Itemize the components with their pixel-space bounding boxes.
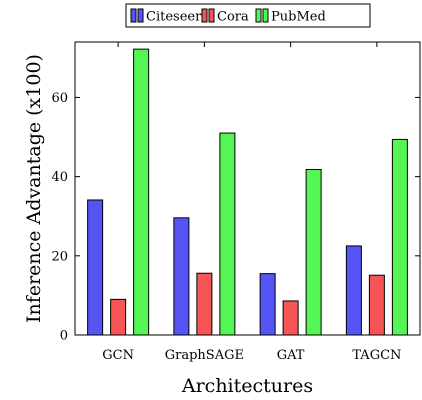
legend-swatch-citeseer <box>137 8 144 23</box>
x-axis-title: Architectures <box>181 375 313 397</box>
bar-cora-graphsage <box>196 272 213 336</box>
bar-cora-tagcn <box>368 274 385 336</box>
legend-box <box>125 3 371 28</box>
x-tick-label: GCN <box>102 348 134 363</box>
legend-swatch-pubmed <box>255 8 262 23</box>
y-tick-label: 60 <box>51 91 68 106</box>
bar-pubmed-gat <box>305 168 322 336</box>
plot-frame <box>74 41 421 336</box>
bar-cora-gat <box>282 300 299 336</box>
legend-label-pubmed: PubMed <box>271 10 326 25</box>
bar-pubmed-graphsage <box>219 132 236 336</box>
y-tick-label: 40 <box>51 170 68 185</box>
legend-label-cora: Cora <box>217 10 249 25</box>
bar-citeseer-gat <box>259 273 276 336</box>
y-axis-title: Inference Advantage (x100) <box>23 54 45 323</box>
legend-swatch-pubmed <box>262 8 269 23</box>
bar-cora-gcn <box>110 298 127 336</box>
x-tick-label: TAGCN <box>352 348 401 363</box>
legend-swatch-citeseer <box>130 8 137 23</box>
legend: Citeseer Cora PubMed <box>125 3 371 28</box>
y-axis-ticks: 0 20 40 60 <box>51 91 420 344</box>
bar-pubmed-tagcn <box>391 138 408 336</box>
x-tick-label: GAT <box>277 348 305 363</box>
bars <box>87 48 408 336</box>
bar-citeseer-gcn <box>87 199 104 336</box>
y-tick-label: 0 <box>60 329 68 344</box>
bar-citeseer-tagcn <box>345 245 362 336</box>
bar-citeseer-graphsage <box>173 217 190 336</box>
legend-label-citeseer: Citeseer <box>146 10 202 25</box>
x-tick-label: GraphSAGE <box>165 348 244 363</box>
legend-swatch-cora <box>208 8 215 23</box>
bar-pubmed-gcn <box>133 48 150 336</box>
legend-swatch-cora <box>201 8 208 23</box>
y-tick-label: 20 <box>51 249 68 264</box>
